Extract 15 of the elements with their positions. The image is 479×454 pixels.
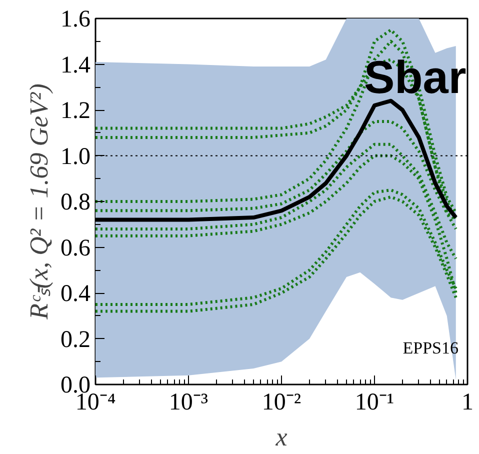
x-tick-label: 1 (462, 390, 474, 416)
y-tick-label: 1.0 (60, 144, 90, 170)
y-tick-label: 0.8 (60, 190, 90, 216)
y-tick-label: 0.4 (60, 281, 90, 307)
x-tick-label: 10⁻³ (168, 390, 208, 416)
y-tick-label: 1.2 (60, 98, 90, 124)
y-tick-label: 0.2 (60, 326, 90, 353)
y-axis-title: Rᶜₛ̄(x, Q² = 1.69 GeV²) (24, 84, 54, 320)
x-tick-label: 10⁻² (262, 390, 302, 416)
y-tick-label: 1.6 (60, 6, 90, 32)
x-axis-title: x (274, 422, 288, 452)
y-tick-label: 1.4 (60, 52, 90, 78)
annotation: EPPS16 (402, 338, 458, 358)
x-tick-label: 10⁻¹ (354, 390, 394, 416)
y-tick-label: 0.6 (60, 235, 90, 262)
